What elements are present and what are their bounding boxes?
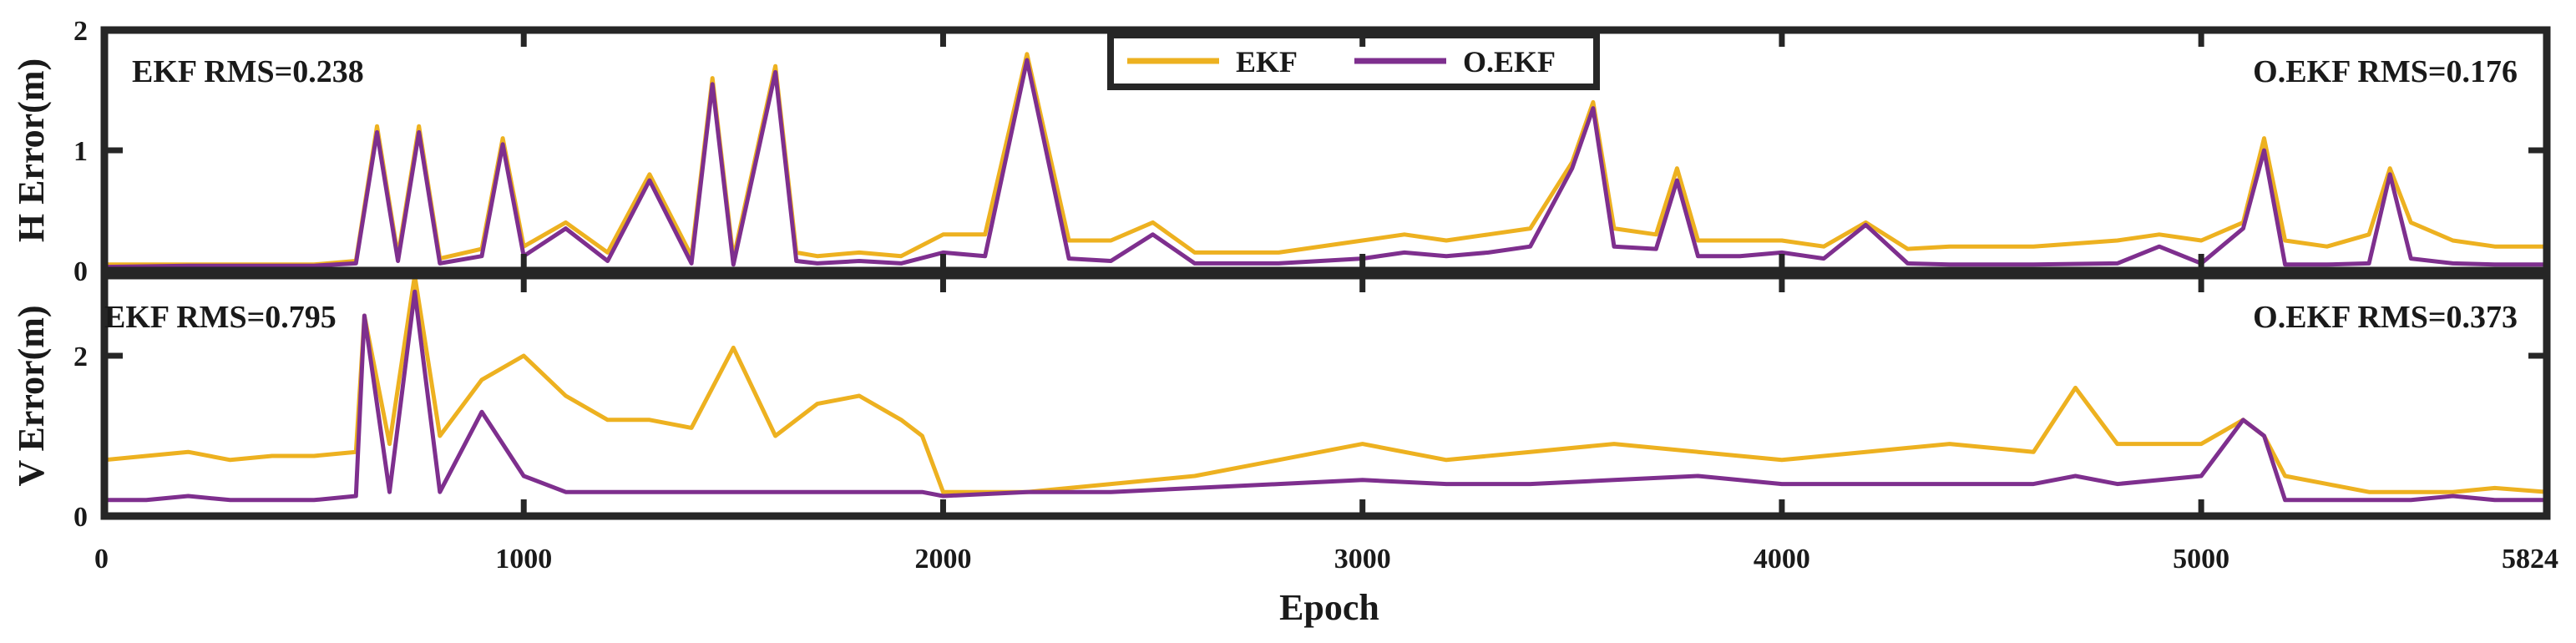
legend-label-ekf: EKF bbox=[1236, 45, 1298, 78]
v-error-series-layer bbox=[104, 273, 2548, 503]
h-error-series-oekf bbox=[104, 58, 2547, 270]
h-error-series-ekf bbox=[104, 52, 2547, 267]
h-error-y-tick-label: 1 bbox=[73, 136, 88, 167]
v-error-y-tick-label: 0 bbox=[73, 502, 88, 533]
h-error-y-tick-label: 2 bbox=[73, 16, 88, 47]
h-error-y-tick-label: 0 bbox=[73, 256, 88, 287]
x-tick-label: 5824 bbox=[2502, 544, 2558, 575]
v-error-series-ekf bbox=[104, 273, 2548, 494]
x-tick-label: 2000 bbox=[914, 544, 971, 575]
v-error-oekf-rms: O.EKF RMS=0.373 bbox=[2253, 300, 2518, 335]
x-axis-label: Epoch bbox=[1279, 587, 1379, 628]
v-error-y-tick-label: 2 bbox=[73, 342, 88, 372]
v-error-panel: 02 0 1000 2000 3000 4000 5000 5824 V Error(m) … bbox=[11, 30, 2558, 628]
x-tick-label: 3000 bbox=[1334, 544, 1391, 575]
h-error-series-layer bbox=[104, 52, 2547, 270]
x-tick-label: 5000 bbox=[2173, 544, 2229, 575]
v-error-y-label: V Error(m) bbox=[11, 305, 52, 486]
v-error-series-oekf bbox=[104, 289, 2547, 503]
h-error-y-label: H Error(m) bbox=[11, 58, 52, 242]
legend-label-oekf: O.EKF bbox=[1463, 45, 1556, 78]
x-tick-label: 4000 bbox=[1754, 544, 1810, 575]
h-error-ekf-rms: EKF RMS=0.238 bbox=[132, 54, 364, 89]
h-error-panel: 0 1 2 H Error(m) EKF RMS=0.238 O.EKF RMS=0… bbox=[11, 16, 2551, 287]
legend: EKF O.EKF bbox=[1107, 32, 1600, 90]
x-tick-label: 0 bbox=[94, 544, 109, 575]
v-error-ekf-rms: EKF RMS=0.795 bbox=[104, 300, 337, 335]
x-tick-label: 1000 bbox=[495, 544, 552, 575]
v-error-y-ticks: 02 bbox=[73, 342, 2547, 533]
h-error-oekf-rms: O.EKF RMS=0.176 bbox=[2253, 54, 2518, 89]
v-error-axes-frame bbox=[100, 271, 2551, 520]
h-error-y-ticks: 0 1 2 bbox=[73, 16, 2547, 287]
x-ticks: 0 1000 2000 3000 4000 5000 5824 bbox=[94, 30, 2558, 575]
